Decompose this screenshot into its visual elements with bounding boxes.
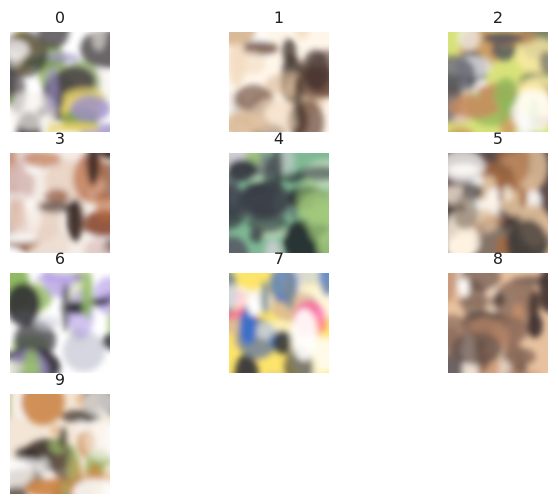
panel-title: 7 — [273, 249, 285, 268]
sample-image — [229, 153, 329, 253]
panel-title: 0 — [54, 8, 66, 27]
panel-title: 8 — [492, 249, 504, 268]
panel-title: 2 — [492, 8, 504, 27]
panel-4: 4 — [229, 129, 329, 253]
sample-image — [448, 273, 548, 373]
sample-image — [448, 153, 548, 253]
panel-9: 9 — [10, 370, 110, 494]
panel-1: 1 — [229, 8, 329, 132]
sample-image — [448, 32, 548, 132]
panel-5: 5 — [448, 129, 548, 253]
panel-title: 4 — [273, 129, 285, 148]
panel-title: 1 — [273, 8, 285, 27]
panel-3: 3 — [10, 129, 110, 253]
sample-image — [10, 153, 110, 253]
sample-image — [229, 273, 329, 373]
panel-title: 9 — [54, 370, 66, 389]
panel-8: 8 — [448, 249, 548, 373]
sample-image — [10, 273, 110, 373]
sample-image — [229, 32, 329, 132]
panel-title: 5 — [492, 129, 504, 148]
sample-image — [10, 394, 110, 494]
panel-6: 6 — [10, 249, 110, 373]
panel-title: 6 — [54, 249, 66, 268]
panel-7: 7 — [229, 249, 329, 373]
panel-0: 0 — [10, 8, 110, 132]
panel-2: 2 — [448, 8, 548, 132]
sample-image — [10, 32, 110, 132]
panel-title: 3 — [54, 129, 66, 148]
